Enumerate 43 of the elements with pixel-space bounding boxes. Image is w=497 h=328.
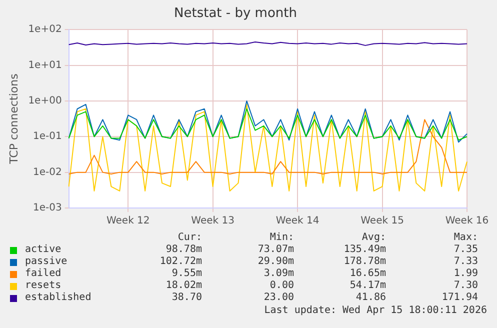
legend-label: failed (24, 268, 62, 280)
y-tick-label: 1e+00 (28, 96, 62, 107)
text: 16.65m (348, 268, 386, 280)
legend-label: passive (24, 256, 68, 268)
chart-title: Netstat - by month (174, 6, 297, 22)
legend-label: active (24, 244, 62, 256)
text: Avg: (360, 232, 386, 244)
legend-label: resets (24, 280, 62, 292)
text: 7.35 (452, 244, 478, 256)
x-tick-label: Week 16 (445, 216, 489, 227)
text: 18.02m (164, 280, 202, 292)
text: Min: (268, 232, 294, 244)
y-tick-label: 1e+02 (28, 24, 62, 36)
text: 54.17m (348, 280, 386, 292)
text: 102.72m (158, 256, 202, 268)
y-axis-title: TCP connections (7, 73, 20, 165)
text: 23.00 (262, 292, 294, 304)
text: Max: (452, 232, 478, 244)
legend-label: established (24, 292, 92, 304)
text: 29.90m (256, 256, 294, 268)
x-tick-label: Week 12 (106, 216, 150, 227)
x-tick-label: Week 13 (191, 216, 234, 227)
text: 38.70 (170, 292, 202, 304)
text: Last update: Wed Apr 15 18:00:11 2026 (264, 305, 487, 316)
y-tick-label: 1e-02 (32, 166, 62, 178)
text: 135.49m (342, 244, 386, 256)
x-tick-label: Week 15 (360, 216, 404, 227)
text: 9.55m (170, 268, 202, 280)
text: 171.94 (440, 292, 478, 304)
text: Cur: (176, 232, 202, 244)
y-tick-label: 1e-03 (32, 202, 62, 214)
text: 1.99 (452, 268, 478, 280)
text: 7.33 (452, 256, 478, 268)
x-tick-label: Week 14 (276, 216, 320, 227)
text: 98.78m (164, 244, 202, 256)
text: 73.07m (256, 244, 294, 256)
text: 178.78m (342, 256, 386, 268)
text: 41.86 (354, 292, 386, 304)
text: 7.30 (452, 280, 478, 292)
y-tick-label: 1e-01 (32, 131, 62, 142)
y-tick-label: 1e+01 (28, 60, 62, 71)
text: 0.00 (268, 280, 294, 292)
text: 3.09m (262, 268, 294, 280)
